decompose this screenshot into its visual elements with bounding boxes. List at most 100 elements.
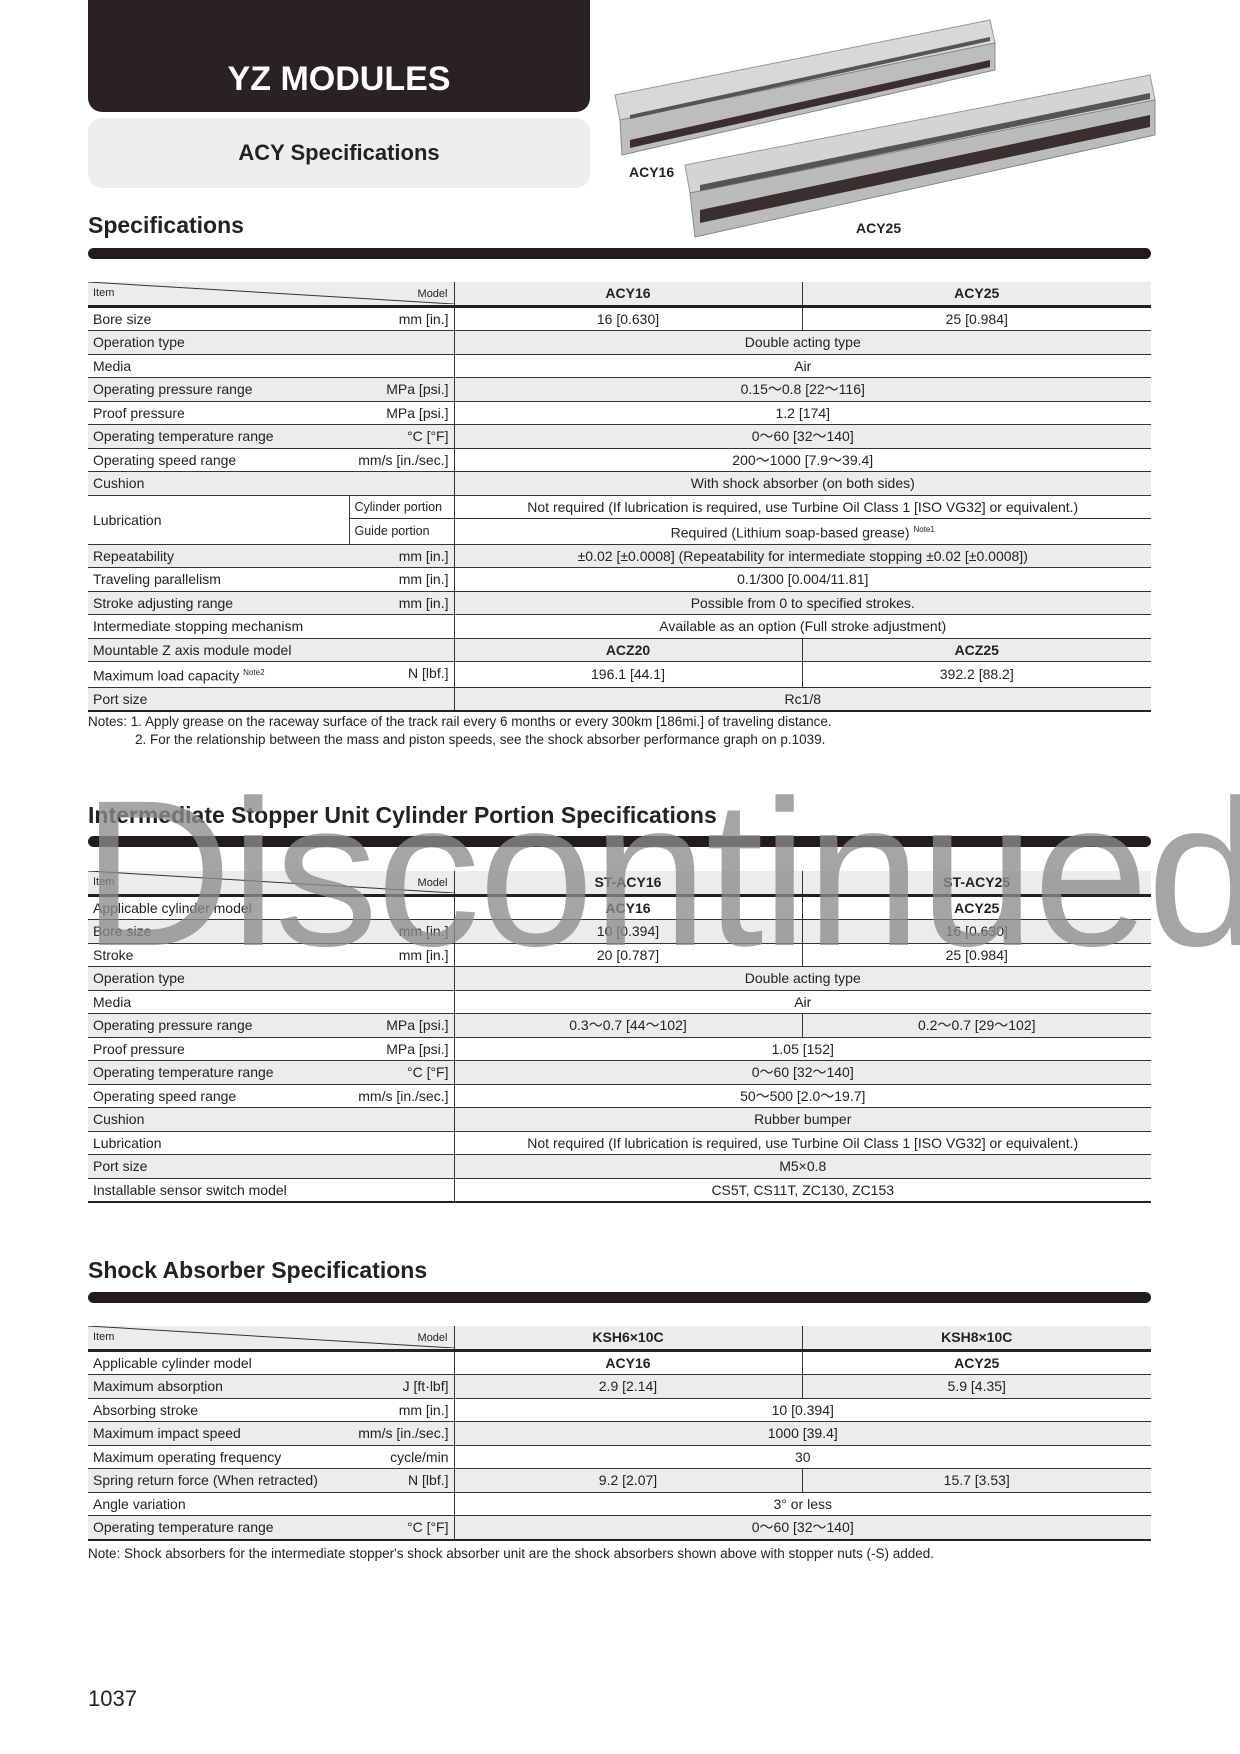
value-cell: 0.2～0.7 [29～102] <box>801 1013 1151 1038</box>
header-item-label: Item <box>93 286 115 299</box>
value-cell: Not required (If lubrication is required… <box>453 1131 1151 1155</box>
row-unit: mm [in.] <box>398 571 449 588</box>
value-text: 0～60 [32～140] <box>751 1064 854 1081</box>
table-row: Absorbing stroke mm [in.] 10 [0.394] <box>88 1398 1151 1422</box>
acy16-image <box>614 19 996 156</box>
table-row: Maximum impact speed mm/s [in./sec.] 1000 … <box>88 1421 1151 1446</box>
row-unit: mm [in.] <box>398 923 449 940</box>
specifications-table: Item Model ACY16 ACY25 Bore size mm [in.] 16 [… <box>88 282 1151 713</box>
value-cell: 3° or less <box>453 1492 1151 1516</box>
value-text: 0.2～0.7 [29～102] <box>917 1017 1036 1034</box>
note-ref: Note2 <box>243 668 265 678</box>
value-cell: M5×0.8 <box>453 1154 1151 1179</box>
value-text: ACZ25 <box>954 641 999 658</box>
model-column-header: KSH6×10C <box>453 1326 802 1352</box>
value-text: Double acting type <box>744 334 861 351</box>
value-cell: 0～60 [32～140] <box>453 1515 1151 1541</box>
model-column-header: ACY25 <box>801 282 1151 308</box>
diagonal-divider <box>88 871 446 892</box>
value-cell: Possible from 0 to specified strokes. <box>453 591 1151 616</box>
row-label: Applicable cylinder model <box>93 1354 252 1371</box>
value-text: Rc1/8 <box>784 691 822 708</box>
row-label: Operating temperature range <box>93 1064 274 1081</box>
row-label-cell: Operating speed range mm/s [in./sec.] <box>88 1084 454 1108</box>
row-unit: N [lbf.] <box>408 665 449 682</box>
value-text: 25 [0.984] <box>945 946 1008 963</box>
row-label-cell: Port size <box>88 1154 454 1179</box>
value-cell: 1000 [39.4] <box>453 1421 1151 1446</box>
value-cell: 9.2 [2.07] <box>453 1468 802 1493</box>
value-text: With shock absorber (on both sides) <box>690 475 915 492</box>
value-cell: ACZ25 <box>801 638 1151 663</box>
row-label-cell: Operating temperature range °C [°F] <box>88 1060 454 1085</box>
row-label: Lubrication <box>93 1134 162 1151</box>
value-cell: 15.7 [3.53] <box>801 1468 1151 1493</box>
value-cell: With shock absorber (on both sides) <box>453 471 1151 496</box>
value-text: 10 [0.394] <box>596 923 660 940</box>
row-label: Operation type <box>93 334 185 351</box>
header-banner: YZ MODULES <box>88 0 590 112</box>
value-text: 16 [0.630] <box>945 923 1008 940</box>
value-text: ACY25 <box>954 899 1000 916</box>
row-label-cell: Media <box>88 354 454 378</box>
value-text: Possible from 0 to specified strokes. <box>690 594 915 611</box>
row-unit: MPa [psi.] <box>386 1040 449 1057</box>
row-label: Intermediate stopping mechanism <box>93 618 304 635</box>
row-sub-label: Cylinder portion <box>348 495 454 519</box>
value-cell: 16 [0.630] <box>453 306 802 331</box>
row-unit: mm [in.] <box>398 1401 449 1418</box>
row-unit: °C [°F] <box>406 1064 449 1081</box>
model-column-header: ST-ACY25 <box>801 871 1151 897</box>
row-label-cell: Lubrication <box>88 1131 454 1155</box>
value-text: Rubber bumper <box>754 1111 852 1128</box>
value-cell: ACY16 <box>453 895 802 920</box>
table-row: Lubrication Not required (If lubrication … <box>88 1131 1151 1155</box>
row-label: Bore size <box>93 310 152 327</box>
row-label-cell: Maximum absorption J [ft·lbf] <box>88 1374 454 1399</box>
row-label: Operation type <box>93 970 185 987</box>
table-row: Operating temperature range °C [°F] 0～60 [… <box>88 424 1151 449</box>
row-label-cell: Stroke adjusting range mm [in.] <box>88 591 454 616</box>
table-row: Traveling parallelism mm [in.] 0.1/300 [0.… <box>88 567 1151 592</box>
section-title-intermediate-stopper: Intermediate Stopper Unit Cylinder Porti… <box>88 802 717 828</box>
table-row: Operation type Double acting type <box>88 330 1151 355</box>
table-row: Applicable cylinder model ACY16 ACY25 <box>88 1350 1151 1375</box>
value-text: 0.3～0.7 [44～102] <box>569 1017 687 1034</box>
row-unit: MPa [psi.] <box>386 404 449 421</box>
row-label: Media <box>93 993 132 1010</box>
section-title-specifications: Specifications <box>88 212 244 238</box>
value-text: Available as an option (Full stroke adju… <box>659 618 947 635</box>
table-row: Proof pressure MPa [psi.] 1.05 [152] <box>88 1037 1151 1061</box>
table-row: Guide portion Required (Lithium soap-base… <box>88 518 1151 545</box>
value-cell: 16 [0.630] <box>801 919 1151 944</box>
table-row: Proof pressure MPa [psi.] 1.2 [174] <box>88 401 1151 425</box>
value-text: 10 [0.394] <box>771 1401 834 1418</box>
row-label: Repeatability <box>93 547 174 564</box>
value-text: 20 [0.787] <box>596 946 660 963</box>
row-unit: °C [°F] <box>406 428 449 445</box>
table-row: Mountable Z axis module model ACZ20 ACZ25 <box>88 638 1151 663</box>
row-unit: N [lbf.] <box>408 1472 449 1489</box>
value-text: 5.9 [4.35] <box>947 1378 1006 1395</box>
table-row: Cushion With shock absorber (on both side… <box>88 471 1151 496</box>
page-title: YZ MODULES <box>227 60 451 98</box>
row-label-cell: Applicable cylinder model <box>88 895 454 920</box>
value-text: Not required (If lubrication is required… <box>527 498 1079 515</box>
value-cell: 50～500 [2.0～19.7] <box>453 1084 1151 1108</box>
shock-absorber-note: Note: Shock absorbers for the intermedia… <box>88 1546 935 1561</box>
header-model-label: Model <box>417 877 448 889</box>
table-row: Operation type Double acting type <box>88 966 1151 991</box>
row-label: Media <box>93 357 132 374</box>
header-item-label: Item <box>93 1330 115 1343</box>
value-cell: 5.9 [4.35] <box>801 1374 1151 1399</box>
table-row: Operating temperature range °C [°F] 0～60 [… <box>88 1060 1151 1085</box>
value-cell: Double acting type <box>453 966 1151 991</box>
note-1: Notes: 1. Apply grease on the raceway su… <box>88 714 832 729</box>
value-cell: 392.2 [88.2] <box>801 661 1151 688</box>
value-text: 3° or less <box>773 1495 832 1512</box>
value-cell: 0.3～0.7 [44～102] <box>453 1013 802 1038</box>
header-item-model-cell: Item Model <box>88 282 454 308</box>
row-unit: mm [in.] <box>398 946 449 963</box>
table-row: Operating temperature range °C [°F] 0～60 [… <box>88 1515 1151 1541</box>
value-cell: 30 <box>453 1445 1151 1469</box>
